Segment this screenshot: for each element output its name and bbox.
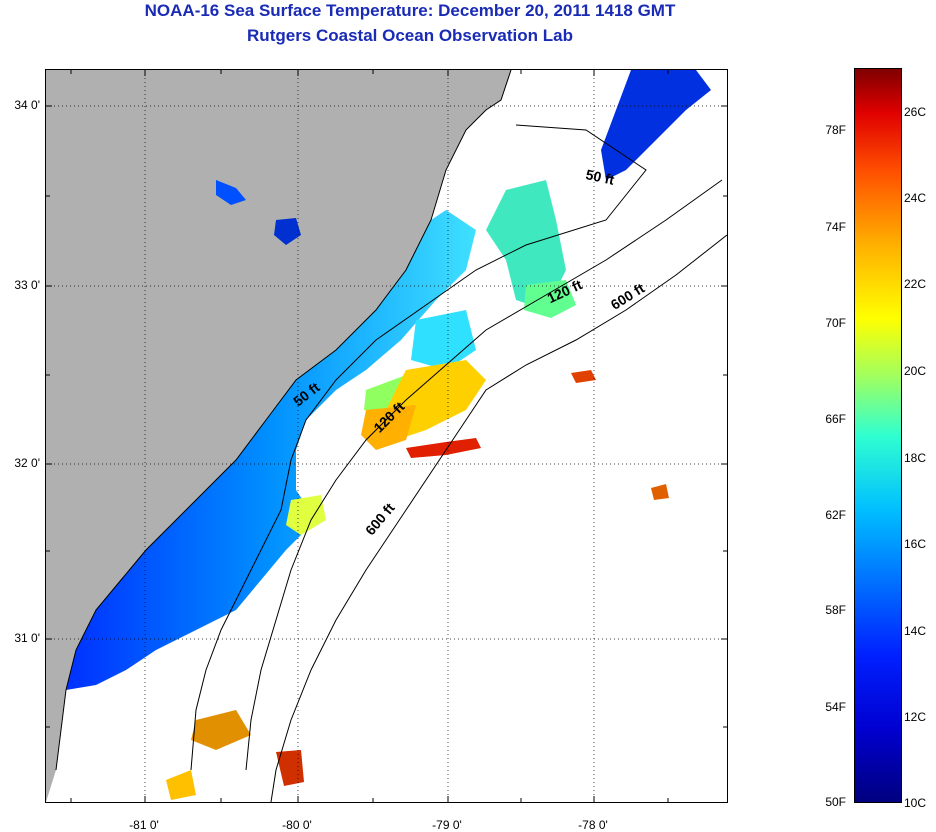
colorbar-c-10: 10C bbox=[904, 796, 927, 810]
lon-label-81: -81 0' bbox=[129, 818, 159, 832]
temperature-colorbar bbox=[854, 68, 902, 803]
map-title: NOAA-16 Sea Surface Temperature: Decembe… bbox=[144, 1, 676, 20]
cold-water-band bbox=[66, 210, 476, 690]
colorbar-f-66: 66F bbox=[825, 412, 846, 426]
lon-label-79: -79 0' bbox=[432, 818, 462, 832]
colorbar-c-22: 22C bbox=[904, 277, 927, 291]
colorbar-f-74: 74F bbox=[825, 220, 846, 234]
colorbar-f-50: 50F bbox=[825, 795, 846, 809]
lat-label-32: 32 0' bbox=[14, 456, 40, 470]
graticule bbox=[46, 70, 727, 802]
colorbar-c-12: 12C bbox=[904, 710, 927, 724]
lat-label-34: 34 0' bbox=[14, 98, 40, 112]
lon-label-80: -80 0' bbox=[282, 818, 312, 832]
colorbar-c-16: 16C bbox=[904, 537, 927, 551]
colorbar-c-14: 14C bbox=[904, 624, 927, 638]
lon-label-78: -78 0' bbox=[578, 818, 608, 832]
warm-red-streak bbox=[406, 438, 481, 458]
colorbar-f-78: 78F bbox=[825, 123, 846, 137]
colorbar-f-54: 54F bbox=[825, 700, 846, 714]
axis-ticks bbox=[46, 70, 727, 802]
north-blue-patch bbox=[601, 70, 711, 180]
isobath-50ft bbox=[190, 124, 647, 771]
lat-label-31: 31 0' bbox=[14, 631, 40, 645]
lat-label-33: 33 0' bbox=[14, 278, 40, 292]
map-subtitle: Rutgers Coastal Ocean Observation Lab bbox=[247, 26, 573, 45]
isobath-600ft bbox=[270, 234, 727, 802]
sst-map bbox=[45, 69, 728, 803]
colorbar-c-18: 18C bbox=[904, 451, 927, 465]
colorbar-f-70: 70F bbox=[825, 316, 846, 330]
colorbar-c-26: 26C bbox=[904, 105, 927, 119]
colorbar-c-20: 20C bbox=[904, 364, 927, 378]
colorbar-f-58: 58F bbox=[825, 603, 846, 617]
land-area bbox=[46, 70, 511, 802]
colorbar-c-24: 24C bbox=[904, 191, 927, 205]
colorbar-f-62: 62F bbox=[825, 508, 846, 522]
isobath-120ft bbox=[245, 179, 723, 771]
